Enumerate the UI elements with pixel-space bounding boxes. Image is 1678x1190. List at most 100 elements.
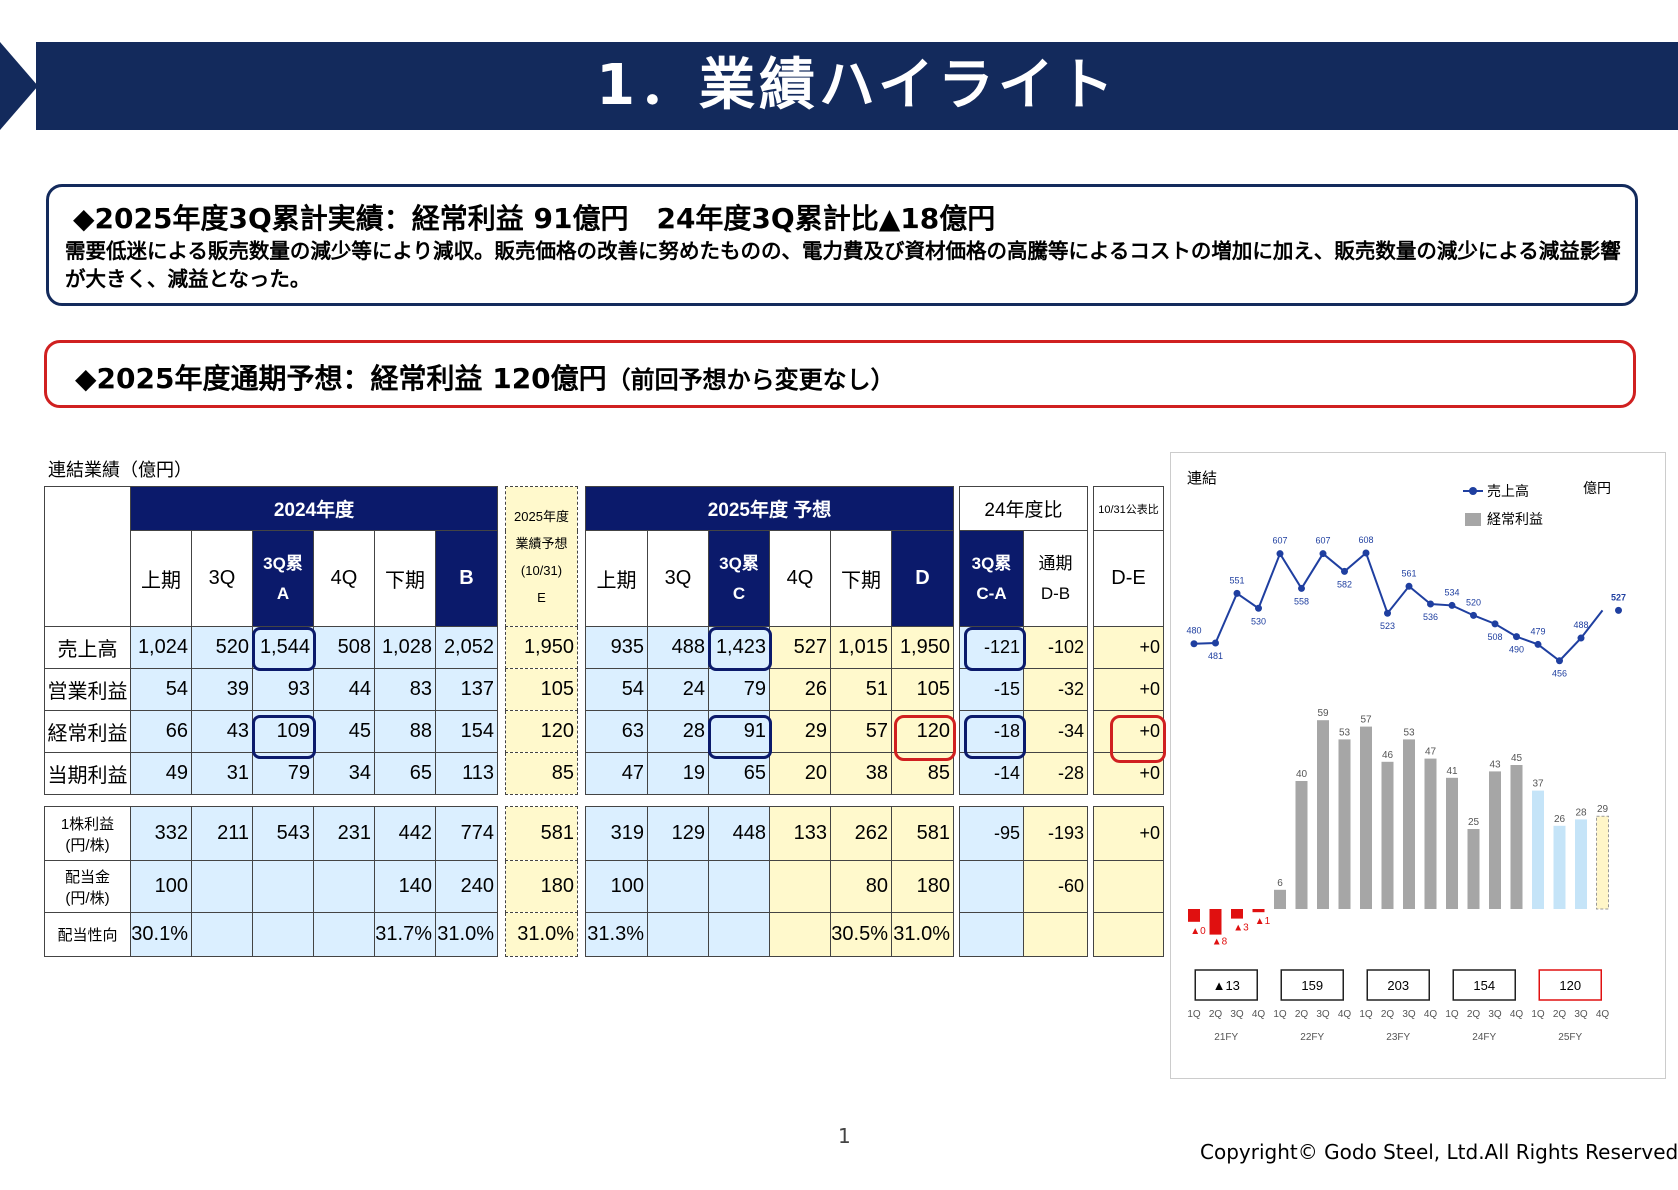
col-ca: 3Q累 C-A xyxy=(959,530,1024,627)
table-cell: -15 xyxy=(959,668,1024,711)
table-cell: 31.7% xyxy=(374,912,436,957)
table-cell xyxy=(1093,912,1164,957)
table-cell: 508 xyxy=(313,626,375,669)
table-cell: 1,024 xyxy=(130,626,192,669)
chart-svg: 連結 億円 売上高 経常利益 ▲0 ▲8 ▲3 ▲1 6 40 59 53 57 46 53 47 41… xyxy=(1186,470,1626,1043)
profit-bar xyxy=(1360,726,1372,909)
table-cell xyxy=(959,860,1024,913)
legend-sales-marker xyxy=(1469,487,1477,495)
highlight-c-sales xyxy=(708,627,772,671)
highlight-ca-ordinary xyxy=(964,715,1026,759)
table-cell xyxy=(191,860,253,913)
table-cell xyxy=(708,860,770,913)
table-unit-label: 連結業績（億円） xyxy=(48,460,192,481)
quarter-tick-label: 1Q xyxy=(1273,1009,1287,1020)
table-cell xyxy=(647,860,709,913)
sales-value-label: 530 xyxy=(1251,616,1266,626)
table-cell: 140 xyxy=(374,860,436,913)
table-cell: 80 xyxy=(830,860,892,913)
sales-value-label: 479 xyxy=(1530,626,1545,636)
profit-bar xyxy=(1188,909,1200,922)
chart-unit: 億円 xyxy=(1583,480,1611,496)
table-row: 営業利益 54 39 93 44 83 137 105 54 24 79 26 51 105 -15 -32 +… xyxy=(44,668,1164,711)
table-cell: 543 xyxy=(252,806,314,861)
table-cell: 105 xyxy=(891,668,954,711)
sales-point xyxy=(1405,582,1413,590)
table-cell: 448 xyxy=(708,806,770,861)
sales-point xyxy=(1615,606,1622,614)
profit-value-label: 26 xyxy=(1554,814,1566,825)
table-cell: 488 xyxy=(647,626,709,669)
profit-bar xyxy=(1467,829,1480,909)
group-2024: 2024年度 xyxy=(130,486,498,531)
profit-value-label: 40 xyxy=(1296,769,1308,780)
rows-main: 売上高 1,024 520 1,544 508 1,028 2,052 1,950 935 488… xyxy=(44,626,1164,795)
quarter-tick-label: 4Q xyxy=(1252,1009,1266,1020)
sales-point xyxy=(1470,611,1477,619)
sales-value-label: 488 xyxy=(1573,620,1588,630)
table-cell: 262 xyxy=(830,806,892,861)
col-4q-2025: 4Q xyxy=(769,530,831,627)
table-cell: -95 xyxy=(959,806,1024,861)
table-cell: 45 xyxy=(313,710,375,753)
quarter-tick-label: 2Q xyxy=(1381,1009,1395,1020)
table-cell xyxy=(1093,860,1164,913)
table-cell: 79 xyxy=(708,668,770,711)
table-cell: 65 xyxy=(708,752,770,795)
table-cell: 120 xyxy=(505,710,578,753)
summary-forecast-heading: ◆2025年度通期予想：経常利益 120億円（前回予想から変更なし） xyxy=(75,357,895,397)
sales-line xyxy=(1193,551,1604,663)
col-3q-2024: 3Q xyxy=(191,530,253,627)
summary-box-3q: ◆2025年度3Q累計実績：経常利益 91億円 24年度3Q累計比▲18億円 需… xyxy=(46,184,1638,306)
fy-total-box xyxy=(1366,969,1430,1001)
profit-value-label: 6 xyxy=(1277,878,1283,889)
sales-point xyxy=(1534,640,1542,648)
sales-value-label: 490 xyxy=(1509,645,1524,655)
forecast-heading-text: ◆2025年度通期予想：経常利益 120億円 xyxy=(75,362,607,395)
table-cell: 180 xyxy=(891,860,954,913)
col-db: 通期 D-B xyxy=(1023,530,1088,627)
table-cell: 30.1% xyxy=(130,912,192,957)
fy-tick-label: 22FY xyxy=(1300,1032,1324,1043)
table-cell: 66 xyxy=(130,710,192,753)
table-cell: 34 xyxy=(313,752,375,795)
quarter-tick-label: 1Q xyxy=(1445,1009,1459,1020)
profit-value-label: 47 xyxy=(1425,747,1437,758)
table-cell xyxy=(313,912,375,957)
table-cell: 1,950 xyxy=(505,626,578,669)
profit-value-label: 53 xyxy=(1403,727,1415,738)
legend-profit: 経常利益 xyxy=(1487,511,1543,527)
profit-value-label: 41 xyxy=(1446,766,1458,777)
table-cell: 28 xyxy=(647,710,709,753)
fy-total-label: 203 xyxy=(1387,978,1409,993)
table-cell: 129 xyxy=(647,806,709,861)
table-cell: 63 xyxy=(585,710,648,753)
sales-point xyxy=(1190,640,1198,648)
table-cell: 231 xyxy=(313,806,375,861)
sales-point xyxy=(1448,601,1456,609)
sales-point xyxy=(1384,609,1391,617)
table-cell: 180 xyxy=(505,860,578,913)
table-cell: 65 xyxy=(374,752,436,795)
table-cell: 31.0% xyxy=(435,912,498,957)
table-row: 1株利益 (円/株) 332 211 543 231 442 774 581 319 129 448 1… xyxy=(44,806,1164,861)
profit-bar xyxy=(1553,825,1566,909)
sales-point xyxy=(1341,567,1348,575)
profit-value-label: 45 xyxy=(1511,753,1523,764)
table-cell: 935 xyxy=(585,626,648,669)
group-cmp: 24年度比 xyxy=(959,486,1088,531)
profit-bar xyxy=(1489,771,1501,909)
table-cell: +0 xyxy=(1093,626,1164,669)
table-cell: 93 xyxy=(252,668,314,711)
chart-panel: 連結 億円 売上高 経常利益 ▲0 ▲8 ▲3 ▲1 6 40 59 53 57 46 53 47 41… xyxy=(1170,452,1666,1079)
sales-value-label: 481 xyxy=(1208,651,1223,661)
table-cell: -28 xyxy=(1023,752,1088,795)
profit-bar xyxy=(1424,758,1437,909)
col-h2-2025: 下期 xyxy=(830,530,892,627)
sales-value-label: 551 xyxy=(1229,575,1244,585)
table-cell: 137 xyxy=(435,668,498,711)
table-cell: 100 xyxy=(130,860,192,913)
profit-value-label: ▲3 xyxy=(1233,923,1249,934)
page-title: 1．業績ハイライト xyxy=(596,53,1118,118)
table-cell: 20 xyxy=(769,752,831,795)
